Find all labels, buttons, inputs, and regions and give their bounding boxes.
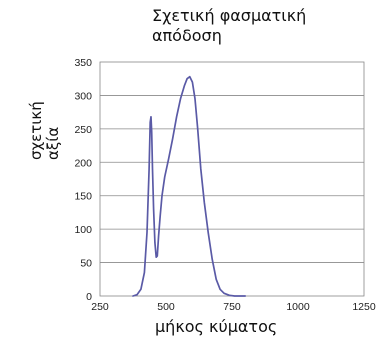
y-tick-label: 0 xyxy=(86,291,92,303)
y-tick-labels: 0 50 100 150 200 250 300 350 xyxy=(74,57,92,303)
x-tick-labels: 250 500 750 1000 1250 xyxy=(91,301,376,313)
x-axis-label: μήκος κύματος xyxy=(155,317,278,336)
y-tick-label: 200 xyxy=(74,157,92,169)
x-tick-label: 1000 xyxy=(286,301,310,313)
gridlines xyxy=(100,95,364,263)
chart-title: Σχετική φασματική απόδοση xyxy=(152,6,307,45)
y-axis-label: σχετική αξία xyxy=(27,101,62,160)
y-tick-label: 100 xyxy=(74,224,92,236)
x-tick-label: 500 xyxy=(157,301,175,313)
series-line xyxy=(132,75,247,297)
x-tick-label: 1250 xyxy=(352,301,376,313)
y-tick-label: 300 xyxy=(74,90,92,102)
y-tick-label: 250 xyxy=(74,124,92,136)
y-tick-label: 350 xyxy=(74,57,92,69)
y-tick-label: 50 xyxy=(80,258,92,270)
x-tick-label: 750 xyxy=(223,301,241,313)
y-tick-label: 150 xyxy=(74,191,92,203)
x-tick-label: 250 xyxy=(91,301,109,313)
plot-area xyxy=(99,61,365,297)
series-lines xyxy=(132,75,247,297)
